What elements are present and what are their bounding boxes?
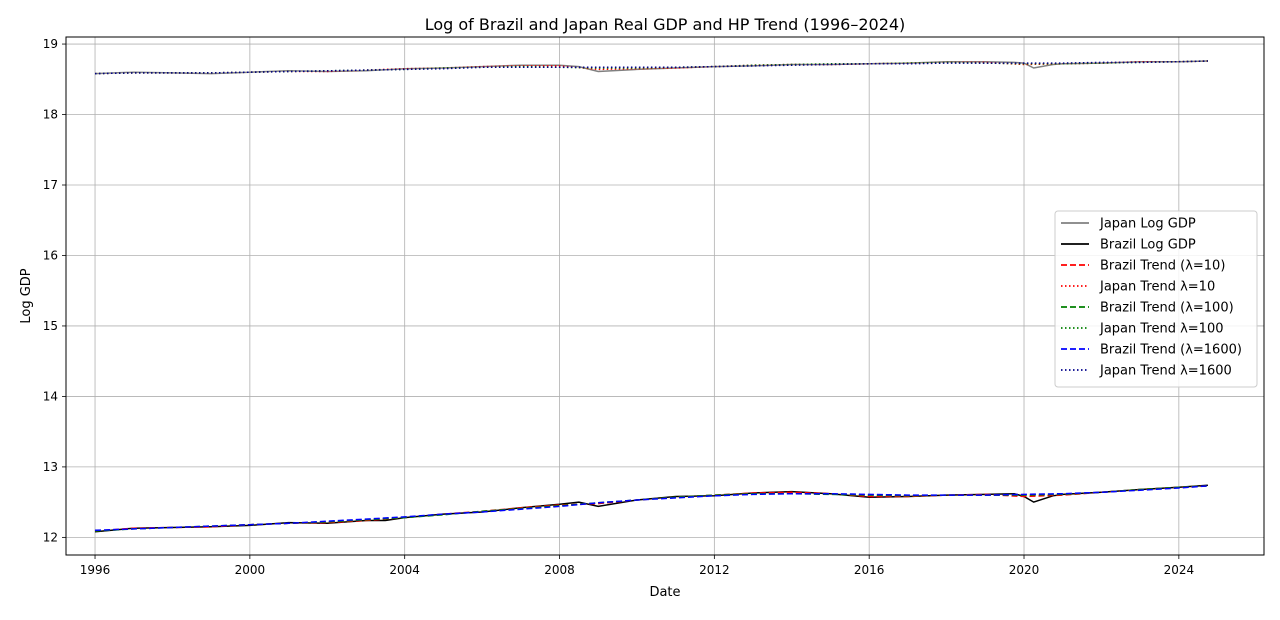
y-tick-label: 14 bbox=[43, 389, 58, 403]
y-tick-label: 15 bbox=[43, 319, 58, 333]
x-axis-label: Date bbox=[649, 585, 680, 600]
legend-label: Japan Trend λ=100 bbox=[1099, 322, 1224, 337]
legend-label: Japan Log GDP bbox=[1099, 217, 1196, 232]
x-tick-label: 2012 bbox=[699, 563, 730, 577]
y-tick-label: 13 bbox=[43, 460, 58, 474]
legend-label: Japan Trend λ=10 bbox=[1099, 280, 1215, 295]
legend: Japan Log GDP Brazil Log GDP Brazil Trend … bbox=[1054, 210, 1258, 388]
y-tick-label: 19 bbox=[43, 37, 58, 51]
x-tick-label: 2016 bbox=[854, 563, 885, 577]
legend-label: Brazil Trend (λ=1600) bbox=[1100, 343, 1242, 358]
y-tick-label: 17 bbox=[43, 178, 58, 192]
y-tick-label: 16 bbox=[43, 248, 58, 262]
chart-title: Log of Brazil and Japan Real GDP and HP … bbox=[425, 15, 906, 34]
legend-label: Brazil Trend (λ=100) bbox=[1100, 301, 1234, 316]
x-tick-label: 2024 bbox=[1164, 563, 1195, 577]
x-tick-label: 2000 bbox=[235, 563, 266, 577]
plot-frame bbox=[65, 36, 1265, 556]
series-line bbox=[94, 60, 1208, 75]
series-line bbox=[94, 485, 1208, 532]
x-tick-label: 1996 bbox=[80, 563, 111, 577]
x-tick-label: 2008 bbox=[544, 563, 575, 577]
series-lines bbox=[94, 60, 1208, 533]
legend-label: Japan Trend λ=1600 bbox=[1099, 364, 1232, 379]
y-tick-label: 18 bbox=[43, 108, 58, 122]
y-axis-ticks: 12 13 14 15 16 17 18 19 bbox=[43, 37, 66, 544]
y-axis-label: Log GDP bbox=[19, 268, 34, 323]
legend-label: Brazil Trend (λ=10) bbox=[1100, 259, 1225, 274]
y-tick-label: 12 bbox=[43, 530, 58, 544]
x-axis-ticks: 1996 2000 2004 2008 2012 2016 2020 2024 bbox=[80, 555, 1194, 577]
legend-box bbox=[1054, 210, 1258, 388]
x-tick-label: 2020 bbox=[1009, 563, 1040, 577]
x-tick-label: 2004 bbox=[389, 563, 420, 577]
legend-label: Brazil Log GDP bbox=[1100, 238, 1196, 253]
